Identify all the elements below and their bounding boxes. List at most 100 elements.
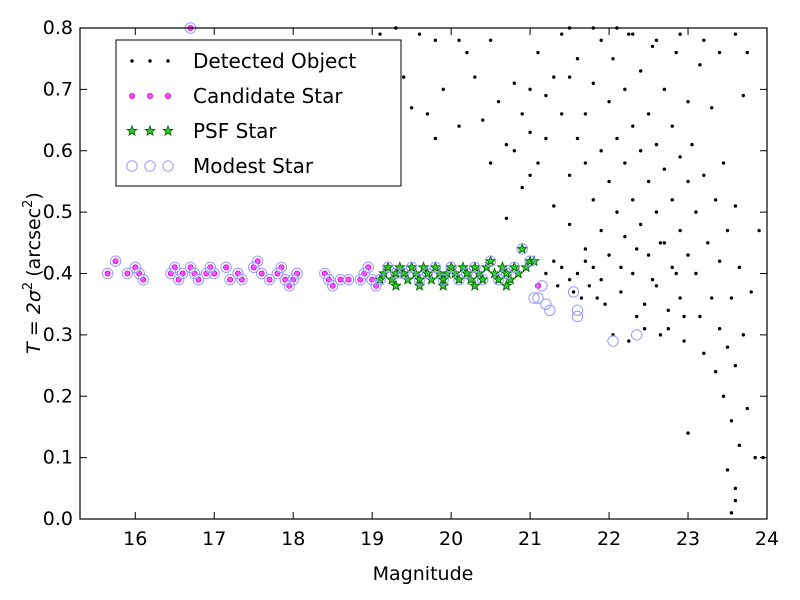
candidate-star-point	[535, 282, 542, 289]
legend-entry-detected: Detected Object	[130, 49, 356, 73]
x-tick-label: 24	[755, 528, 779, 550]
psf-star-point	[468, 261, 481, 273]
detected-object-point	[725, 345, 730, 349]
detected-object-point	[457, 124, 461, 128]
detected-object-point	[567, 75, 572, 79]
detected-object-point	[678, 32, 682, 36]
y-tick-label: 0.4	[43, 263, 73, 285]
detected-object-point	[591, 265, 595, 270]
detected-object-point	[520, 185, 524, 190]
legend-marker-candidate	[128, 93, 135, 100]
detected-object-point	[658, 333, 663, 337]
modest-star-point	[492, 273, 505, 286]
psf-star-point	[468, 279, 481, 291]
modest-star-point	[319, 267, 331, 280]
detected-object-point	[646, 179, 651, 184]
detected-object-point	[749, 290, 753, 294]
modest-star-point	[169, 261, 181, 274]
detected-object-point	[544, 271, 548, 276]
legend: Detected Object Candidate Star PSF Star …	[115, 39, 402, 187]
detected-object-point	[623, 234, 627, 239]
detected-object-point	[666, 327, 670, 331]
modest-star-point	[382, 261, 394, 274]
detected-object-point	[488, 38, 493, 42]
detected-object-point	[635, 314, 639, 319]
candidate-star-point	[337, 276, 344, 283]
x-tick-label: 18	[281, 528, 305, 550]
detected-object-point	[528, 87, 532, 92]
legend-marker-psf	[144, 124, 156, 137]
detected-object-point	[662, 167, 667, 171]
modest-star-point	[236, 273, 248, 286]
psf-star-point	[464, 273, 477, 285]
modest-star-point	[271, 267, 284, 280]
modest-star-point	[255, 267, 268, 280]
psf-star-point	[476, 273, 489, 285]
legend-marker-psf	[126, 124, 138, 137]
modest-star-point	[469, 261, 481, 274]
modest-star-point	[413, 273, 426, 286]
psf-star-point	[508, 261, 521, 273]
modest-star-point	[362, 261, 374, 274]
x-tick-label: 20	[439, 528, 463, 550]
y-tick-label: 0.3	[43, 324, 73, 346]
legend-marker-psf	[162, 124, 174, 137]
psf-star-point	[460, 267, 473, 279]
y-axis-label-unit-sup: 2	[21, 200, 36, 208]
y-axis-label-unit: (arcsec	[23, 208, 45, 277]
legend-entry-modest: Modest Star	[126, 154, 314, 178]
psf-star-point	[405, 261, 418, 273]
legend-marker-modest	[126, 160, 138, 172]
detected-object-point	[433, 136, 438, 141]
detected-object-point	[702, 173, 706, 177]
modest-star-point	[631, 329, 643, 341]
modest-star-point	[248, 261, 260, 274]
detected-object-point	[713, 198, 718, 202]
detected-object-point	[591, 81, 595, 85]
legend-label-detected: Detected Object	[193, 49, 356, 73]
detected-object-point	[599, 228, 603, 233]
modest-star-point	[437, 273, 449, 286]
detected-object-point	[721, 161, 726, 165]
modest-star-point	[370, 280, 382, 292]
detected-object-point	[504, 216, 509, 220]
detected-object-point	[488, 161, 493, 165]
legend-label-psf: PSF Star	[193, 119, 277, 143]
detected-object-point	[607, 179, 611, 184]
detected-object-point	[631, 271, 635, 276]
psf-star-point	[429, 261, 442, 273]
modest-star-point	[544, 304, 556, 317]
detected-object-point	[575, 136, 580, 141]
detected-object-point	[575, 56, 580, 61]
y-tick-label: 0.7	[43, 78, 73, 100]
modest-star-point	[366, 273, 378, 286]
modest-star-point	[528, 292, 540, 304]
detected-object-point	[591, 198, 595, 202]
detected-object-point	[733, 363, 738, 368]
modest-star-point	[232, 267, 244, 280]
detected-object-point	[646, 112, 651, 116]
legend-marker-detected	[166, 59, 170, 63]
detected-object-point	[654, 38, 659, 42]
detected-object-point	[682, 314, 686, 319]
detected-object-point	[741, 93, 746, 98]
modest-star-point	[101, 267, 114, 280]
detected-object-point	[631, 32, 635, 36]
detected-object-point	[619, 290, 623, 294]
candidate-star-point	[266, 276, 273, 283]
modest-star-point	[192, 273, 205, 286]
detected-object-point	[725, 468, 730, 472]
psf-star-point	[528, 254, 541, 267]
y-axis-label-sup: 2	[21, 282, 36, 290]
detected-object-point	[702, 351, 706, 355]
detected-object-point	[674, 271, 678, 276]
detected-object-point	[583, 112, 588, 116]
detected-object-point	[552, 259, 556, 263]
modest-star-point	[445, 261, 457, 274]
detected-object-point	[465, 50, 469, 55]
detected-object-point	[556, 284, 560, 288]
detected-object-point	[745, 50, 749, 55]
modest-star-point	[251, 255, 264, 267]
detected-object-point	[559, 32, 564, 36]
detected-object-point	[528, 130, 532, 135]
